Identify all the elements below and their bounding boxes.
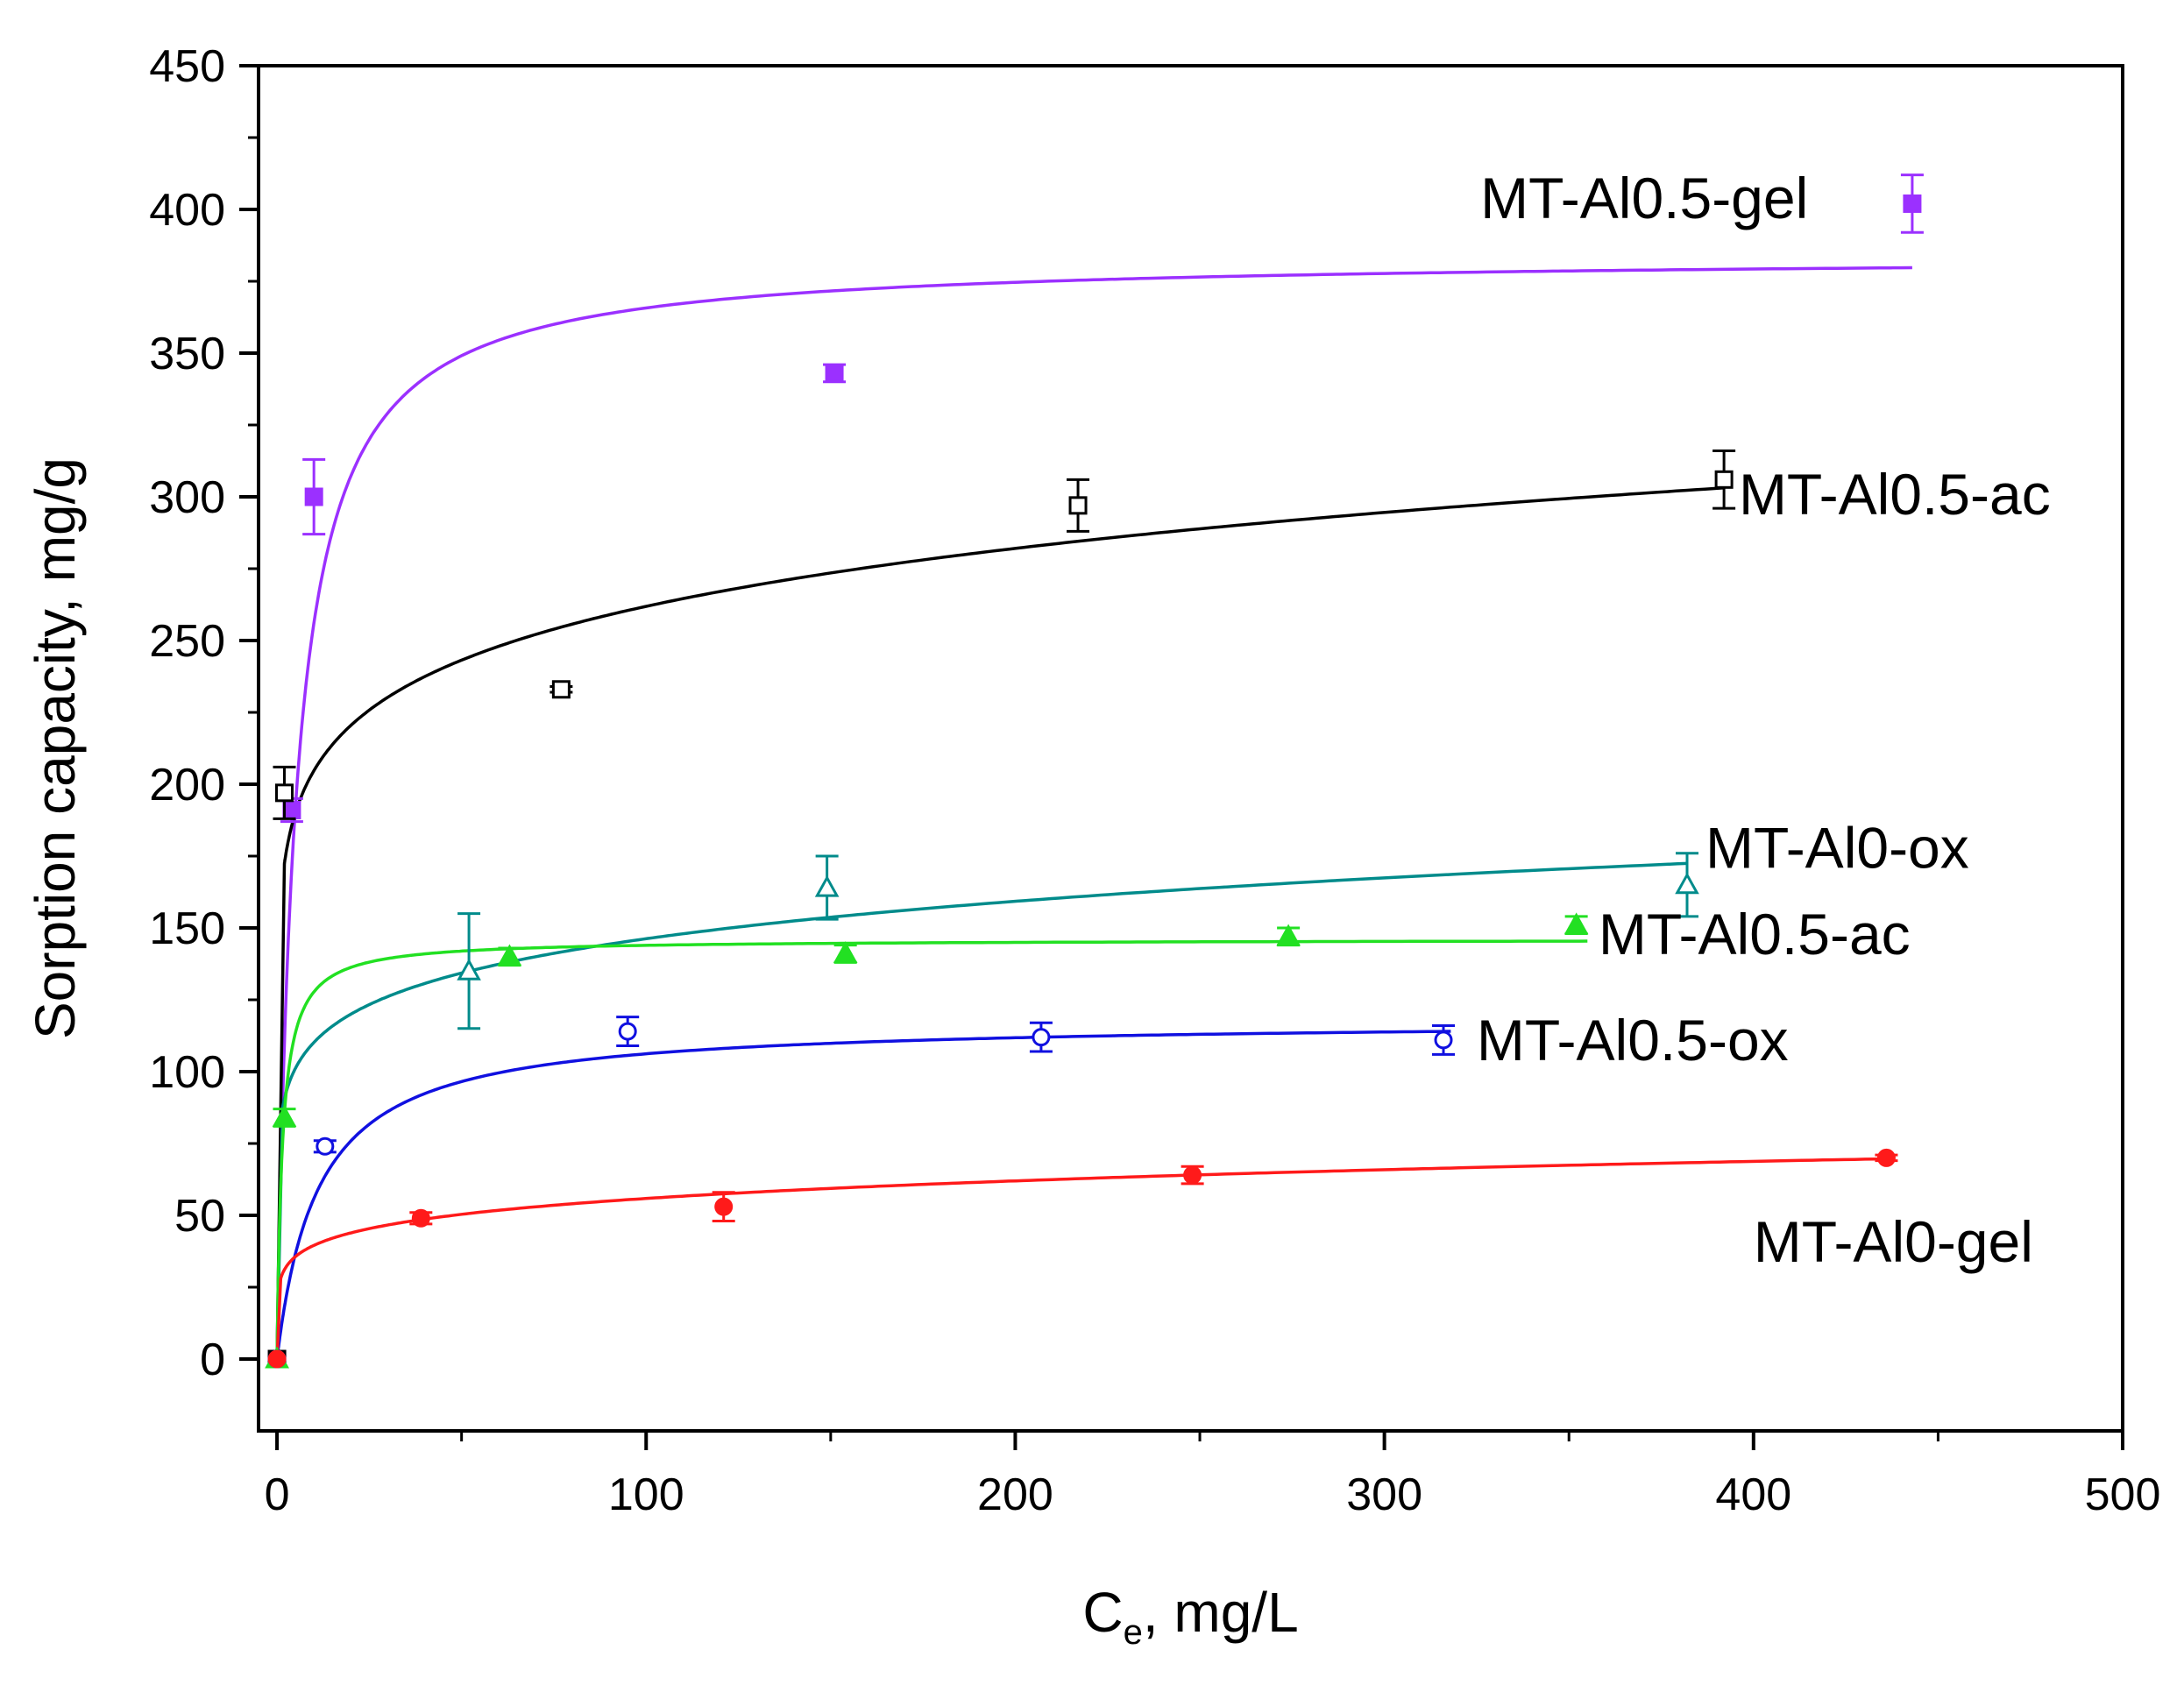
data-point [409, 1208, 433, 1228]
data-point [1432, 1024, 1456, 1056]
fit-curves [275, 265, 1912, 1360]
data-points [265, 173, 1924, 1369]
series-labels: MT-Al0.5-gel MT-Al0.5-ac MT-Al0-ox MT-Al0.5… [1477, 166, 2051, 1274]
square-filled-marker [1903, 194, 1922, 213]
y-tick-label: 100 [149, 1047, 225, 1098]
circle-filled-marker [411, 1208, 430, 1228]
y-tick-label: 400 [149, 185, 225, 236]
triangle-filled-marker [272, 1105, 297, 1127]
data-point [1181, 1165, 1204, 1186]
triangle-open-marker [1675, 872, 1699, 895]
fit-curve [275, 939, 1588, 1359]
axes: 0 100 200 300 400 500 0 50 100 150 200 250 300 350 400… [149, 41, 2160, 1520]
y-tick-label: 300 [149, 472, 225, 523]
square-filled-marker [304, 487, 323, 506]
y-axis-title: Sorption capacity, mg/g [24, 457, 87, 1039]
circle-open-marker [1032, 1028, 1051, 1047]
x-axis-title-main: C [1082, 1581, 1123, 1644]
y-tick-label: 200 [149, 760, 225, 811]
data-point [272, 1105, 297, 1128]
y-tick-label: 150 [149, 903, 225, 954]
data-point [1564, 912, 1589, 936]
x-tick-label: 100 [608, 1469, 684, 1520]
triangle-filled-marker [1564, 912, 1589, 935]
data-point [302, 457, 326, 536]
data-point [497, 944, 522, 967]
circle-filled-marker [1183, 1165, 1202, 1185]
series-label: MT-Al0.5-ox [1477, 1008, 1789, 1073]
circle-open-marker [316, 1136, 335, 1156]
fit-curve [275, 1157, 1887, 1360]
x-tick-label: 300 [1346, 1469, 1422, 1520]
triangle-filled-marker [1276, 924, 1301, 946]
series-label: MT-Al0.5-ac [1739, 462, 2051, 527]
y-tick-label: 350 [149, 329, 225, 379]
circle-open-marker [1434, 1030, 1453, 1050]
data-point [1900, 173, 1924, 234]
x-tick-label: 200 [977, 1469, 1053, 1520]
square-open-marker [1068, 496, 1088, 515]
data-point [823, 363, 847, 384]
x-tick-label: 0 [265, 1469, 290, 1520]
x-axis-title-subscript: e [1124, 1613, 1143, 1652]
series-label: MT-Al0.5-ac [1599, 902, 1911, 966]
data-point [616, 1016, 640, 1047]
square-open-marker [274, 783, 294, 803]
data-point [1067, 478, 1090, 533]
data-point [273, 765, 296, 820]
y-tick-label: 250 [149, 616, 225, 667]
data-point [833, 941, 858, 964]
square-filled-marker [825, 364, 844, 383]
fit-curve [275, 265, 1912, 1359]
fit-curve [275, 861, 1688, 1360]
series-label: MT-Al0-ox [1705, 815, 1969, 880]
data-point [313, 1136, 337, 1156]
triangle-filled-marker [833, 941, 858, 964]
data-point [550, 680, 573, 699]
data-point [267, 1349, 287, 1369]
triangle-filled-marker [497, 944, 522, 966]
series-label: MT-Al0.5-gel [1480, 166, 1808, 230]
x-tick-label: 500 [2085, 1469, 2161, 1520]
y-tick-label: 0 [200, 1335, 225, 1385]
triangle-open-marker [457, 958, 481, 981]
square-open-marker [551, 680, 571, 699]
circle-filled-marker [1876, 1148, 1896, 1167]
data-point [1712, 450, 1736, 510]
x-tick-label: 400 [1715, 1469, 1791, 1520]
fit-curve [275, 1030, 1451, 1359]
data-point [1029, 1021, 1053, 1053]
data-point [814, 854, 840, 921]
data-point [1675, 852, 1699, 918]
y-tick-label: 50 [174, 1191, 225, 1242]
data-point [457, 912, 481, 1030]
x-axis-title-unit: , mg/L [1143, 1581, 1299, 1644]
data-point [1276, 924, 1301, 947]
circle-filled-marker [267, 1349, 287, 1369]
plot-frame [257, 64, 2124, 1433]
y-tick-label: 450 [149, 41, 225, 92]
fit-curve [275, 486, 1725, 1360]
data-point [712, 1191, 735, 1223]
circle-filled-marker [714, 1197, 734, 1216]
data-point [1875, 1148, 1898, 1167]
square-filled-marker [282, 801, 301, 820]
series-label: MT-Al0-gel [1754, 1209, 2033, 1274]
circle-open-marker [618, 1022, 637, 1041]
x-axis-title: Ce, mg/L [1082, 1581, 1298, 1652]
triangle-open-marker [814, 874, 840, 897]
square-open-marker [1714, 470, 1734, 489]
